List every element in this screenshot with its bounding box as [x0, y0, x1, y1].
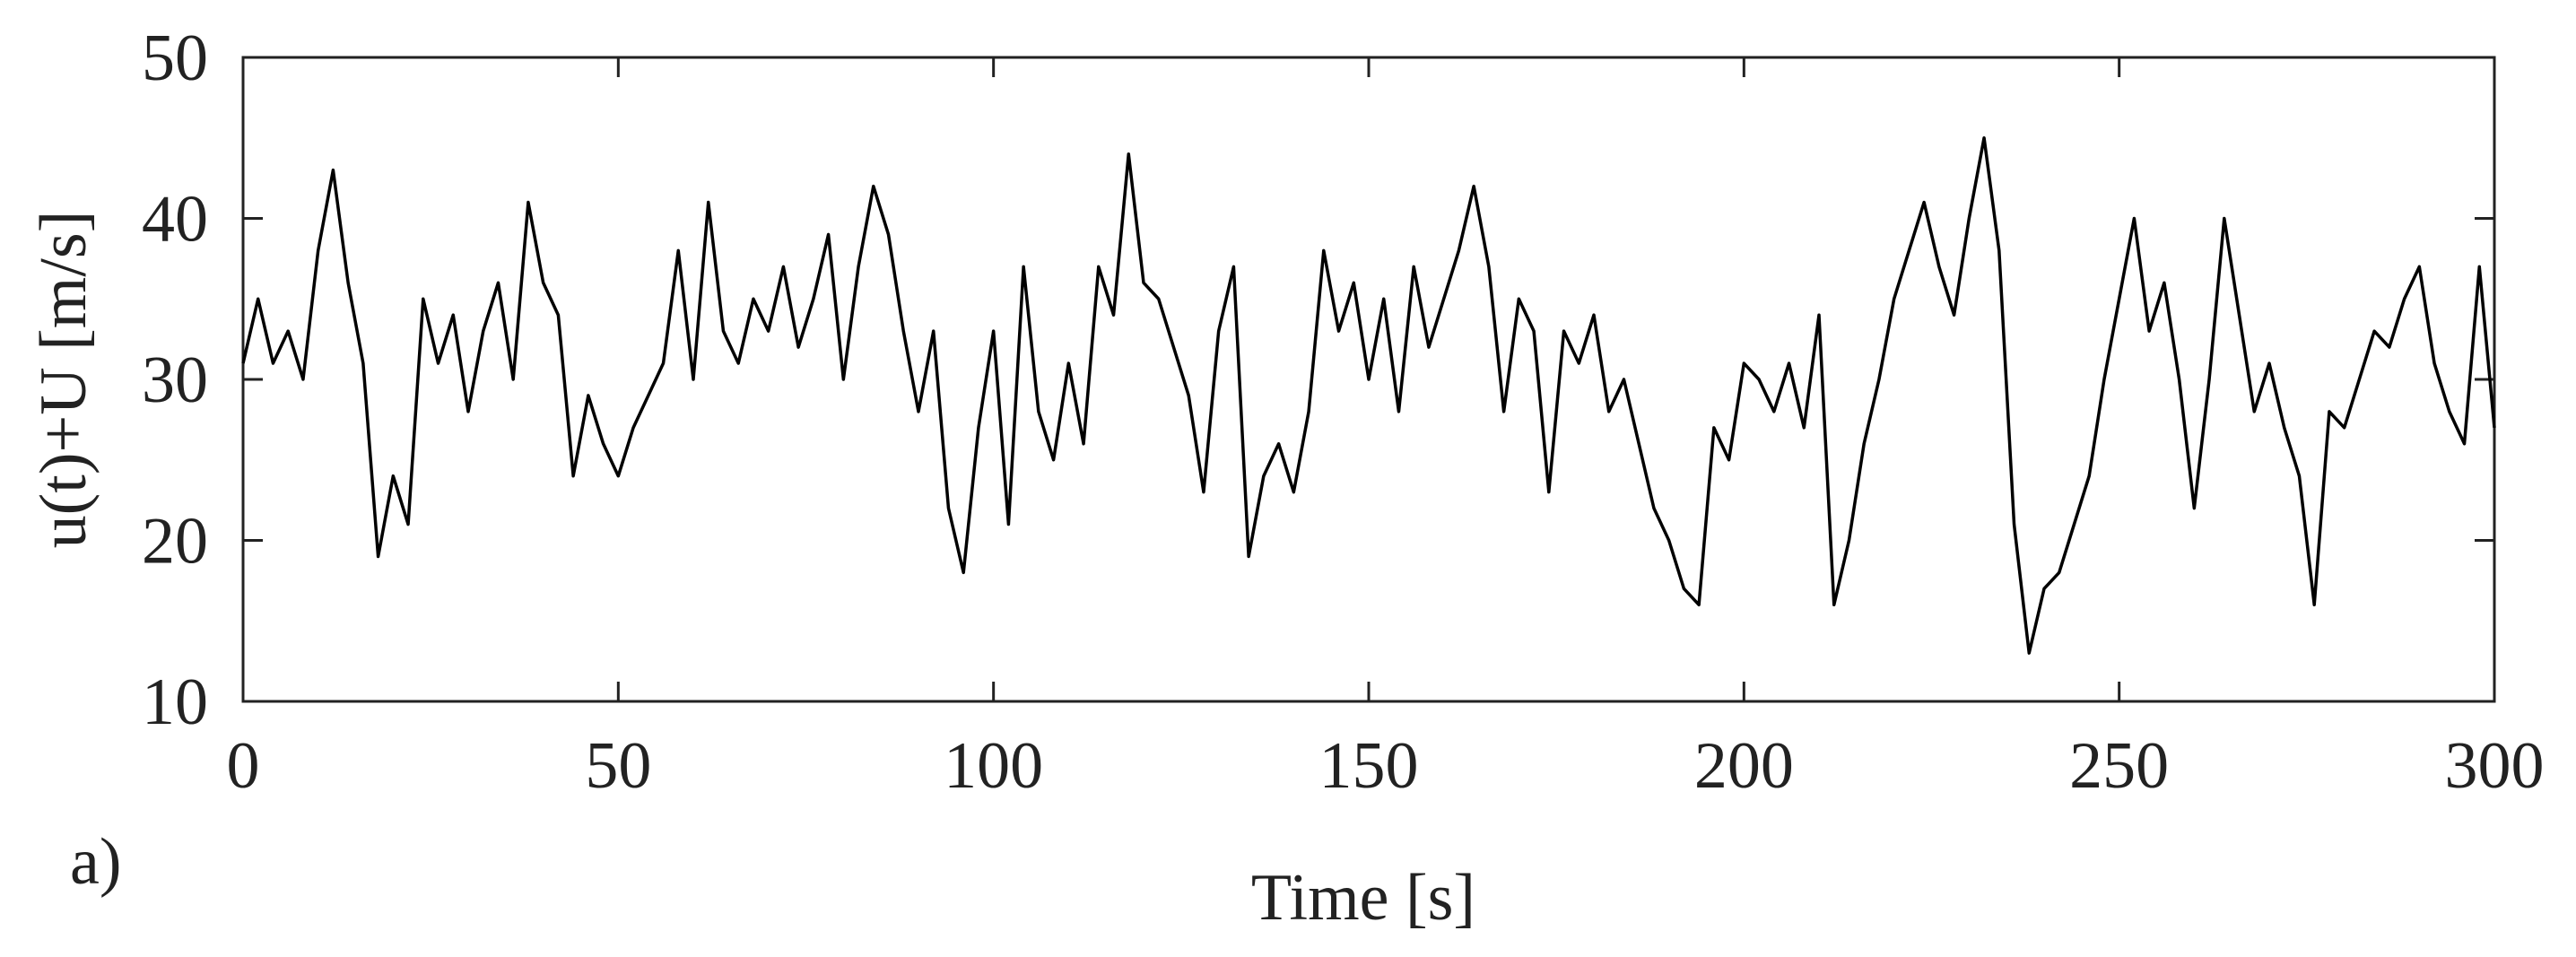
x-tick-label: 150 — [1319, 729, 1419, 803]
y-axis-label: u(t)+U [m/s] — [27, 211, 100, 549]
data-line — [241, 136, 2496, 655]
x-tick-label: 250 — [2069, 729, 2169, 803]
x-tick-label: 50 — [585, 729, 651, 803]
y-tick-label: 40 — [142, 183, 208, 257]
y-tick-label: 10 — [142, 666, 208, 739]
x-tick-label: 200 — [1694, 729, 1794, 803]
x-tick-label: 0 — [227, 729, 260, 803]
x-axis-label: Time [s] — [1251, 861, 1475, 935]
x-tick-label: 300 — [2445, 729, 2545, 803]
panel-label: a) — [70, 825, 122, 899]
x-tick-label: 100 — [944, 729, 1043, 803]
y-tick-label: 30 — [142, 344, 208, 417]
y-tick-label: 20 — [142, 505, 208, 579]
y-tick-label: 50 — [142, 22, 208, 95]
